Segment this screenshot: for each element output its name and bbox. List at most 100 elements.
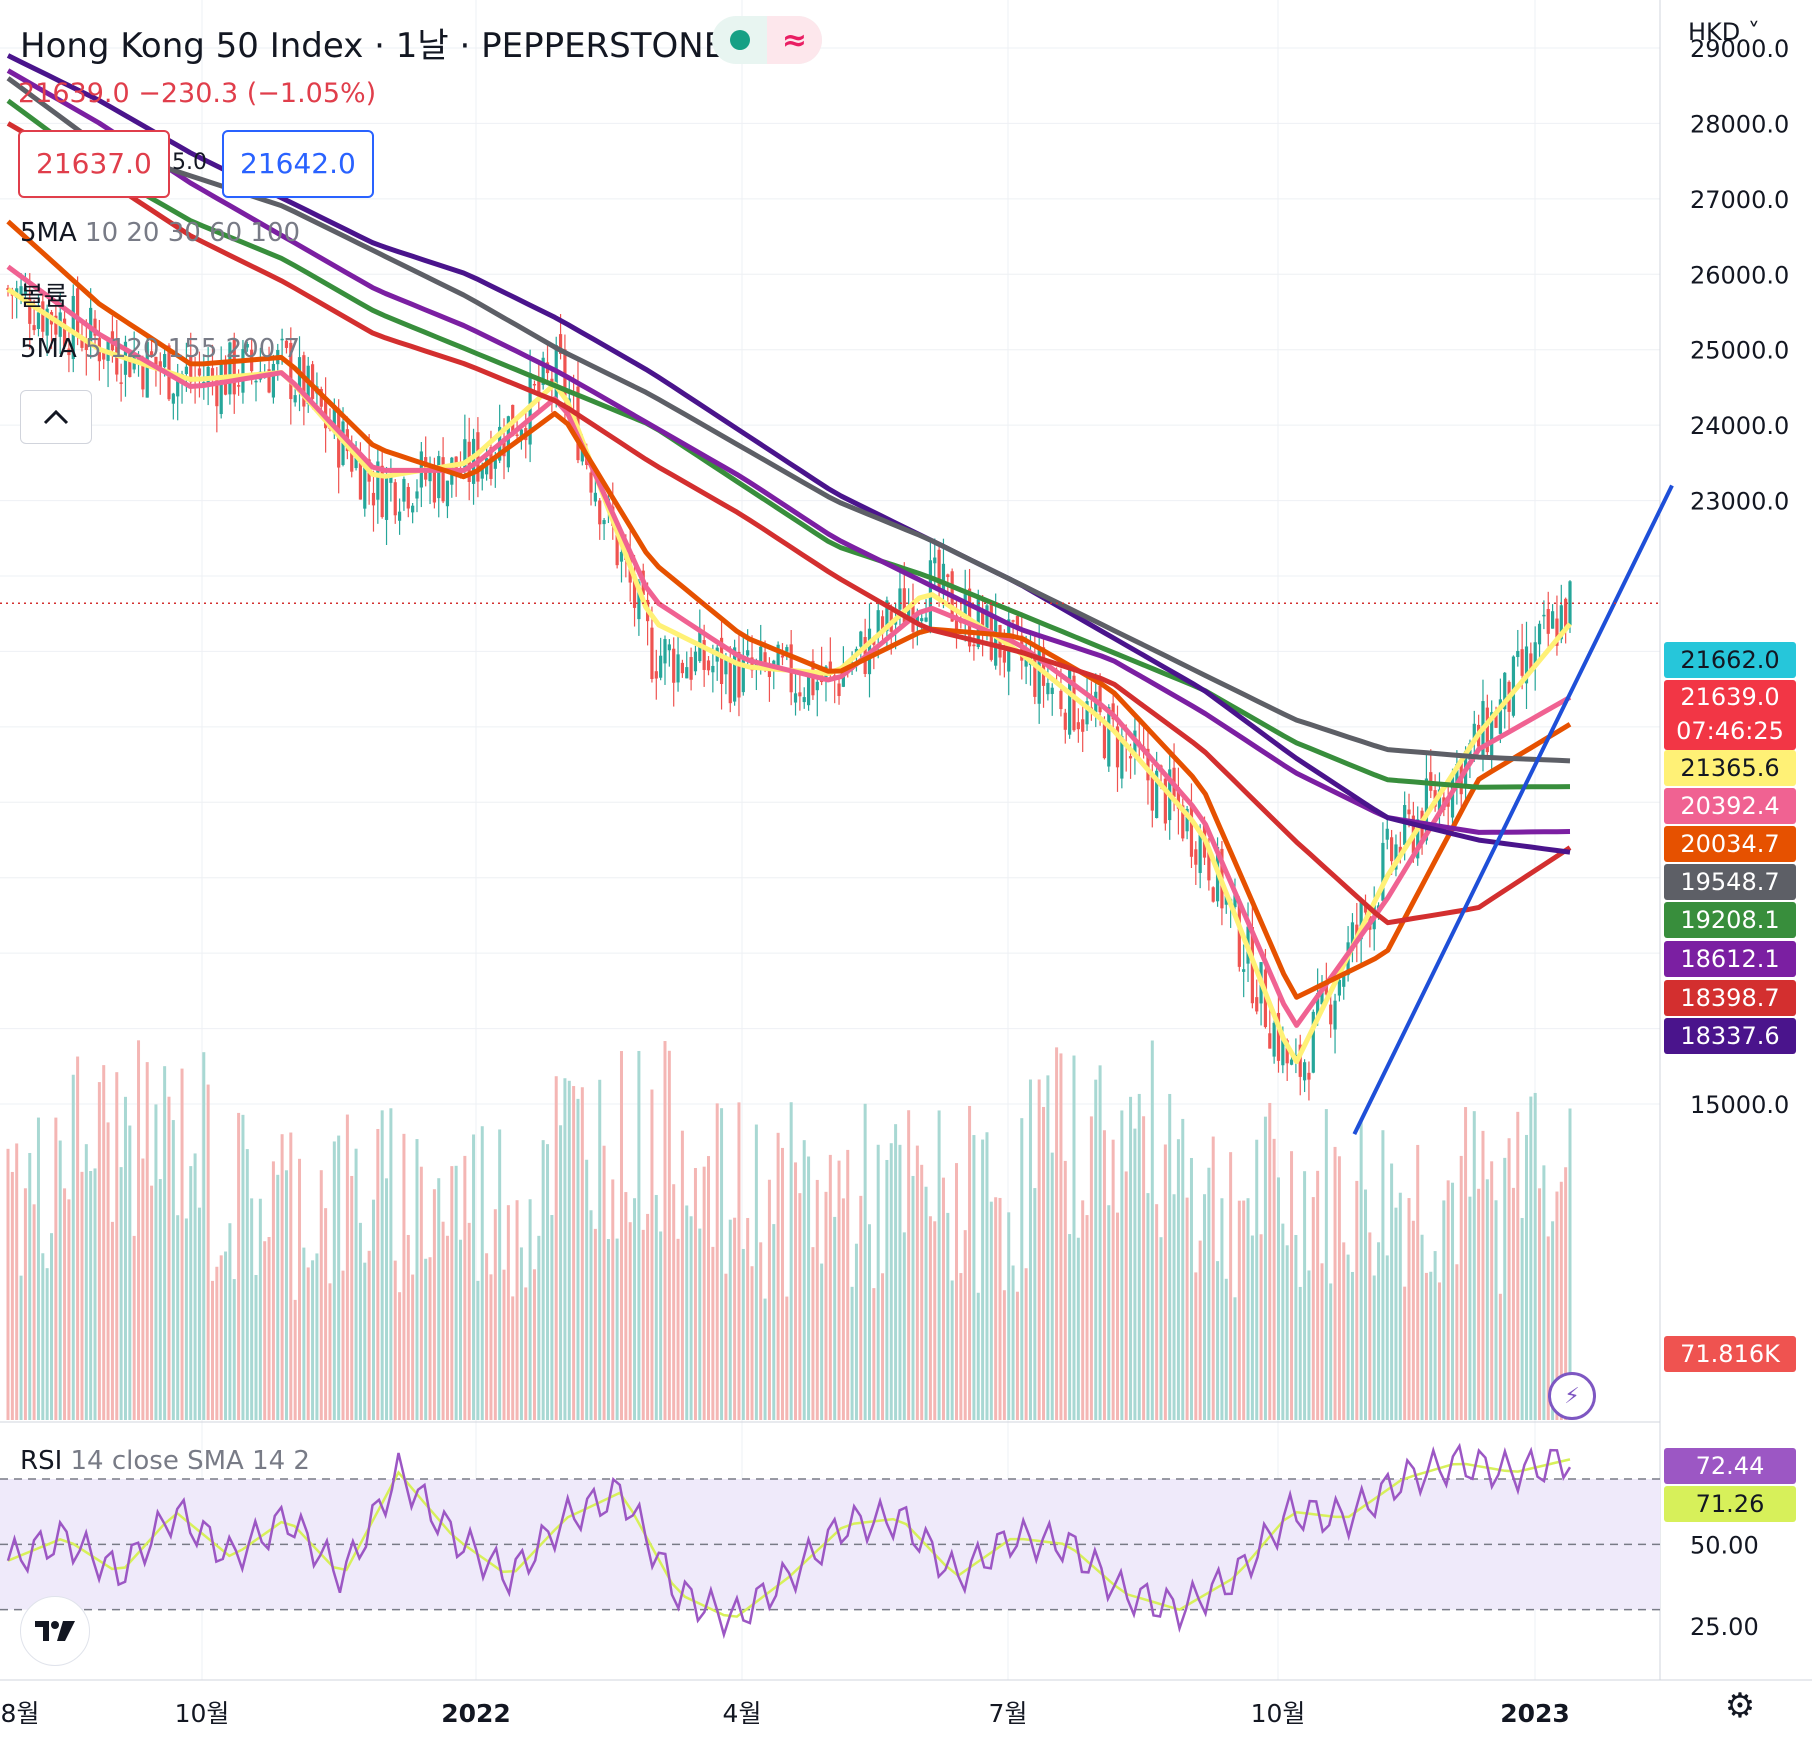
volume-bar [585, 1159, 589, 1420]
volume-bar [36, 1117, 40, 1420]
candle-body [1363, 904, 1368, 913]
volume-bar [23, 1188, 27, 1420]
volume-bar [524, 1287, 528, 1420]
candle-body [393, 482, 397, 516]
candle-body [676, 654, 680, 683]
candle-body [767, 669, 772, 677]
volume-bar [746, 1217, 750, 1420]
volume-bar [10, 1171, 14, 1420]
collapse-legend-button[interactable] [20, 390, 92, 444]
candle-body [580, 444, 584, 462]
currency-selector[interactable]: HKD ˅ [1688, 18, 1760, 46]
volume-bar [602, 1145, 606, 1420]
volume-bar [163, 1066, 167, 1420]
volume-bar [354, 1148, 358, 1420]
candle-body [415, 491, 419, 499]
candle-body [728, 661, 732, 704]
volume-bar [920, 1164, 924, 1420]
candle-body [1324, 985, 1328, 995]
volume-bar [606, 1239, 610, 1420]
time-tick-label: 4월 [723, 1699, 762, 1728]
candle-body [62, 318, 67, 347]
volume-bar [63, 1188, 67, 1420]
indicator-legend-volume[interactable]: 볼륨 [20, 276, 68, 313]
volume-bar [293, 1299, 297, 1420]
candle-body [737, 651, 741, 698]
volume-bar [393, 1260, 397, 1420]
candle-body [541, 357, 545, 385]
candle-body [380, 465, 384, 518]
candle-body [1302, 1062, 1307, 1081]
lightning-icon[interactable]: ⚡ [1548, 1372, 1596, 1420]
volume-bar [324, 1208, 328, 1420]
volume-bar [1107, 1205, 1111, 1420]
candle-body [376, 461, 380, 500]
volume-bar [759, 1242, 763, 1420]
volume-bar [1298, 1286, 1302, 1420]
volume-bar [532, 1269, 536, 1420]
candle-body [937, 549, 941, 592]
tradingview-logo[interactable] [20, 1596, 90, 1666]
time-axis[interactable]: 8월 10월 2022 4월 7월 10월 2023 [1, 1699, 1570, 1728]
volume-bar [1189, 1157, 1193, 1420]
volume-bar [1224, 1278, 1228, 1420]
volume-bar [380, 1110, 384, 1420]
symbol-title[interactable]: Hong Kong 50 Index · 1날 · PEPPERSTONE [20, 26, 726, 66]
candle-body [102, 350, 106, 360]
candle-body [746, 650, 750, 656]
candle-body [802, 697, 806, 703]
candle-body [1285, 1040, 1289, 1064]
candle-body [219, 364, 223, 415]
candle-body [1185, 808, 1189, 832]
rsi-legend[interactable]: RSI 14 close SMA 14 2 [20, 1446, 310, 1476]
market-status[interactable]: ≈ [712, 16, 822, 64]
volume-bar [1042, 1106, 1046, 1420]
volume-bar [485, 1253, 489, 1420]
volume-bar [411, 1274, 415, 1420]
candle-body [371, 492, 376, 506]
candle-body [702, 640, 706, 670]
volume-bar [798, 1193, 802, 1420]
candle-body [480, 465, 484, 479]
volume-bar [981, 1139, 985, 1420]
candle-body [663, 639, 667, 664]
indicator-legend-ma-b[interactable]: 5MA 5 120 155 200 7 [20, 334, 300, 364]
volume-bar [1459, 1155, 1463, 1420]
volume-bar [445, 1235, 449, 1420]
candle-body [432, 468, 436, 503]
candle-body [1455, 764, 1459, 784]
rsi-pane[interactable] [0, 1442, 1660, 1640]
sell-button[interactable]: 21637.0 [18, 130, 170, 198]
volume-bar [389, 1108, 393, 1420]
candle-body [411, 505, 415, 513]
indicator-legend-ma-a[interactable]: 5MA 10 20 30 60 100 [20, 218, 300, 248]
volume-bar [685, 1205, 689, 1420]
candle-body [232, 338, 236, 395]
volume-bar [580, 1087, 584, 1420]
volume-bar [176, 1215, 180, 1420]
volume-bar [1081, 1200, 1085, 1420]
candle-body [1494, 712, 1498, 728]
volume-bar [89, 1171, 93, 1420]
candle-body [1207, 849, 1211, 881]
volume-bar [1089, 1116, 1093, 1420]
volume-bar [715, 1103, 719, 1420]
candle-body [128, 352, 132, 377]
volume-bar [1246, 1198, 1250, 1420]
volume-bar [511, 1296, 515, 1420]
candle-body [441, 457, 445, 502]
candle-body [163, 354, 167, 368]
candle-body [1198, 831, 1202, 873]
volume-bar [707, 1156, 711, 1420]
volume-bar [1424, 1272, 1428, 1420]
candle-body [1268, 1033, 1272, 1049]
candle-body [1233, 893, 1237, 908]
candle-body [815, 681, 819, 691]
gear-icon[interactable]: ⚙ [1724, 1686, 1756, 1726]
volume-bar [467, 1222, 471, 1420]
buy-button[interactable]: 21642.0 [222, 130, 374, 198]
candle-body [1559, 605, 1563, 640]
candle-body [1033, 655, 1037, 697]
